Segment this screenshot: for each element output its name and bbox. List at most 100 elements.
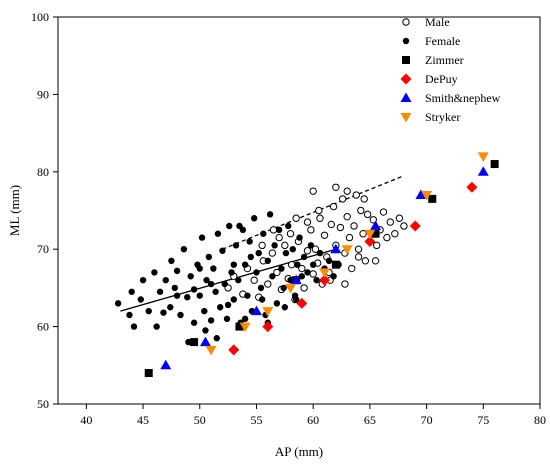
male-point — [268, 249, 277, 257]
legend-label-stryker: Stryker — [425, 110, 460, 124]
female-point — [258, 296, 266, 303]
y-tick-label: 50 — [37, 397, 49, 411]
male-point — [303, 218, 312, 226]
stryker-point — [239, 322, 251, 333]
female-point — [126, 311, 133, 319]
series-stryker — [205, 152, 489, 356]
legend: Male Female Zimmer DePuy Smith&nephew Stryker — [400, 15, 501, 124]
female-point — [289, 246, 296, 253]
x-tick-label: 65 — [364, 413, 376, 427]
male-point — [352, 191, 360, 199]
female-point — [330, 273, 337, 280]
smith-nephew-point — [199, 336, 211, 347]
female-point — [296, 234, 303, 241]
male-point — [311, 245, 320, 253]
male-point — [309, 270, 317, 278]
female-point — [207, 317, 215, 324]
female-point — [273, 300, 281, 307]
female-point — [264, 257, 272, 265]
y-tick-label: 100 — [31, 10, 49, 24]
x-tick-label: 45 — [137, 413, 149, 427]
legend-item-female: Female — [402, 34, 460, 48]
legend-marker-female — [402, 37, 410, 45]
legend-marker-male — [402, 18, 410, 26]
legend-marker-depuy — [400, 73, 412, 85]
female-point — [241, 315, 249, 323]
x-axis-title: AP (mm) — [275, 444, 323, 459]
female-point — [171, 284, 179, 292]
depuy-point — [319, 274, 331, 286]
female-point — [246, 238, 253, 245]
zimmer-point — [144, 369, 153, 378]
x-axis-ticks: 40 45 50 55 60 65 70 75 80 — [80, 404, 546, 427]
female-point — [216, 304, 224, 311]
male-point — [354, 253, 363, 261]
legend-marker-smith-nephew — [400, 92, 412, 102]
male-point — [343, 187, 351, 195]
female-point — [190, 319, 198, 326]
female-point — [202, 327, 209, 334]
male-point — [329, 202, 338, 211]
female-point — [251, 215, 258, 222]
depuy-point — [296, 297, 308, 309]
legend-item-depuy: DePuy — [400, 72, 458, 86]
female-point — [196, 292, 203, 299]
female-point — [255, 249, 262, 257]
female-point — [223, 315, 231, 323]
x-tick-label: 70 — [421, 413, 433, 427]
female-point — [153, 323, 160, 330]
series-male — [224, 183, 408, 304]
female-point — [180, 246, 188, 253]
male-point — [269, 226, 278, 234]
male-point — [281, 241, 289, 250]
female-point — [184, 293, 191, 301]
y-tick-label: 80 — [37, 165, 49, 179]
female-point — [282, 249, 290, 257]
zimmer-point — [428, 194, 437, 203]
depuy-point — [262, 321, 274, 333]
female-point — [244, 292, 251, 299]
x-tick-label: 60 — [307, 413, 319, 427]
male-point — [258, 241, 266, 250]
y-axis-ticks: 50 60 70 80 90 100 — [31, 10, 58, 411]
fit-line-male — [222, 175, 405, 250]
smith-nephew-point — [477, 166, 489, 176]
female-point — [201, 307, 208, 315]
female-point — [196, 265, 203, 272]
legend-marker-zimmer — [402, 56, 410, 64]
female-point — [187, 273, 194, 280]
x-tick-label: 40 — [80, 413, 92, 427]
stryker-point — [477, 152, 489, 162]
legend-label-depuy: DePuy — [425, 72, 458, 86]
female-point — [235, 276, 242, 284]
female-point — [207, 280, 215, 288]
female-point — [278, 265, 285, 272]
male-point — [395, 214, 404, 222]
smith-nephew-point — [160, 359, 172, 370]
male-point — [400, 222, 408, 230]
series-smith-nephew — [160, 166, 489, 370]
female-point — [173, 292, 181, 299]
female-point — [190, 286, 198, 293]
male-point — [371, 257, 380, 265]
female-point — [304, 269, 311, 276]
depuy-point — [364, 235, 376, 247]
female-point — [275, 226, 283, 234]
male-point — [303, 247, 312, 255]
male-point — [354, 245, 363, 253]
male-point — [273, 268, 281, 277]
male-point — [315, 206, 323, 215]
smith-nephew-point — [415, 189, 427, 200]
stryker-point — [284, 283, 296, 294]
male-point — [357, 206, 365, 215]
female-point — [247, 253, 254, 261]
zimmer-point — [371, 229, 380, 238]
male-point — [369, 216, 377, 224]
female-point — [137, 296, 144, 303]
x-tick-label: 50 — [194, 413, 206, 427]
male-point — [300, 284, 308, 292]
zimmer-point — [235, 322, 244, 331]
female-point — [205, 253, 213, 261]
female-point — [162, 276, 169, 284]
male-point — [316, 214, 324, 222]
